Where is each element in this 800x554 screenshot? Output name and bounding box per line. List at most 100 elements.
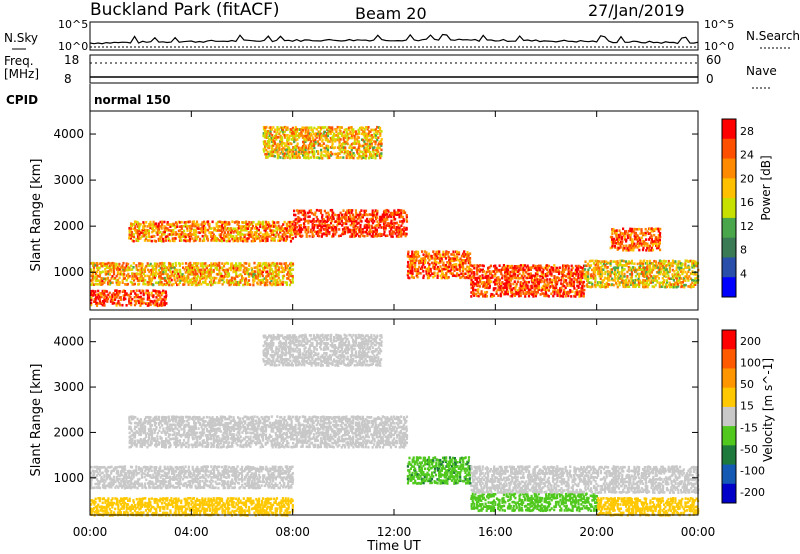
power-cell (602, 278, 606, 282)
power-cell (689, 283, 692, 287)
power-cell (278, 228, 282, 232)
power-cell (278, 262, 281, 265)
power-cell (267, 221, 270, 224)
power-cell (405, 218, 408, 221)
power-cell (674, 262, 677, 265)
power-cell (589, 259, 592, 263)
power-cell (282, 130, 285, 134)
power-cell (181, 277, 184, 280)
power-cell (517, 292, 521, 295)
power-cell (307, 226, 310, 229)
power-cell (310, 132, 313, 136)
power-cell (246, 233, 249, 236)
power-cell (235, 262, 238, 265)
power-cell (287, 142, 290, 146)
power-cell (288, 220, 291, 224)
power-cell (207, 272, 210, 275)
power-cell (536, 270, 539, 274)
power-cell (325, 231, 328, 234)
power-cell (499, 282, 503, 286)
power-colorbar-tick: 12 (740, 220, 754, 233)
power-cell (636, 228, 639, 231)
power-cell (291, 268, 295, 271)
power-cell (362, 138, 365, 142)
power-cell (557, 272, 561, 276)
power-cell (498, 281, 501, 284)
power-cell (656, 275, 659, 278)
power-cell (439, 259, 442, 263)
power-cell (280, 281, 283, 284)
power-cell (178, 264, 181, 268)
power-cell (92, 264, 96, 267)
power-cell (374, 228, 377, 231)
power-cell (643, 272, 646, 276)
power-cell (189, 261, 192, 265)
power-cell (164, 279, 168, 283)
power-cell (342, 142, 345, 145)
power-cell (245, 266, 248, 270)
power-cell (473, 264, 476, 267)
power-cell (110, 264, 113, 267)
power-cell (518, 264, 521, 268)
power-cell (603, 276, 607, 280)
power-cell (188, 271, 191, 274)
power-cell (356, 152, 359, 156)
power-cell (571, 274, 574, 278)
power-cell (379, 232, 382, 236)
power-cell (505, 276, 508, 280)
power-cell (159, 303, 162, 307)
power-cell (617, 237, 620, 241)
power-cell (359, 225, 362, 229)
power-cell (225, 228, 228, 232)
power-cell (268, 144, 271, 148)
power-cell (613, 245, 616, 248)
power-cell (324, 126, 327, 129)
power-cell (239, 268, 242, 272)
power-cell (509, 287, 512, 290)
power-cell (286, 148, 289, 151)
power-cell (282, 156, 285, 160)
power-cell (194, 264, 197, 268)
power-cell (135, 231, 138, 235)
power-cell (286, 277, 289, 280)
power-cell (456, 255, 459, 259)
power-cell (640, 268, 643, 271)
power-cell (425, 251, 428, 254)
power-cell (668, 268, 671, 272)
power-cell (315, 156, 318, 159)
power-cell (453, 265, 456, 269)
power-cell (345, 130, 348, 134)
power-cell (324, 150, 327, 153)
power-cell (338, 144, 341, 148)
power-cell (331, 130, 334, 133)
power-cell (527, 275, 530, 278)
power-cell (527, 280, 531, 284)
power-cell (149, 279, 152, 282)
power-cell (215, 222, 218, 225)
power-cell (183, 239, 186, 242)
power-cell (530, 278, 533, 282)
power-cell (638, 266, 642, 269)
power-cell (502, 268, 505, 271)
power-cell (558, 292, 561, 296)
power-cell (262, 127, 266, 131)
power-cell (556, 280, 559, 284)
power-cell (263, 140, 267, 143)
power-cell (598, 272, 601, 276)
power-cell (265, 130, 268, 133)
power-cell (343, 134, 346, 137)
power-cell (643, 275, 646, 278)
power-cell (292, 148, 295, 151)
power-cell (560, 289, 563, 292)
power-cell (223, 235, 226, 238)
power-cell (492, 294, 496, 297)
power-cell (142, 227, 145, 230)
power-cell (656, 245, 659, 248)
power-cell (619, 242, 622, 245)
power-cell (489, 276, 492, 280)
power-cell (387, 224, 390, 227)
power-cell (287, 264, 290, 267)
power-cell (636, 262, 639, 266)
power-cell (387, 211, 390, 214)
power-cell (364, 223, 367, 227)
